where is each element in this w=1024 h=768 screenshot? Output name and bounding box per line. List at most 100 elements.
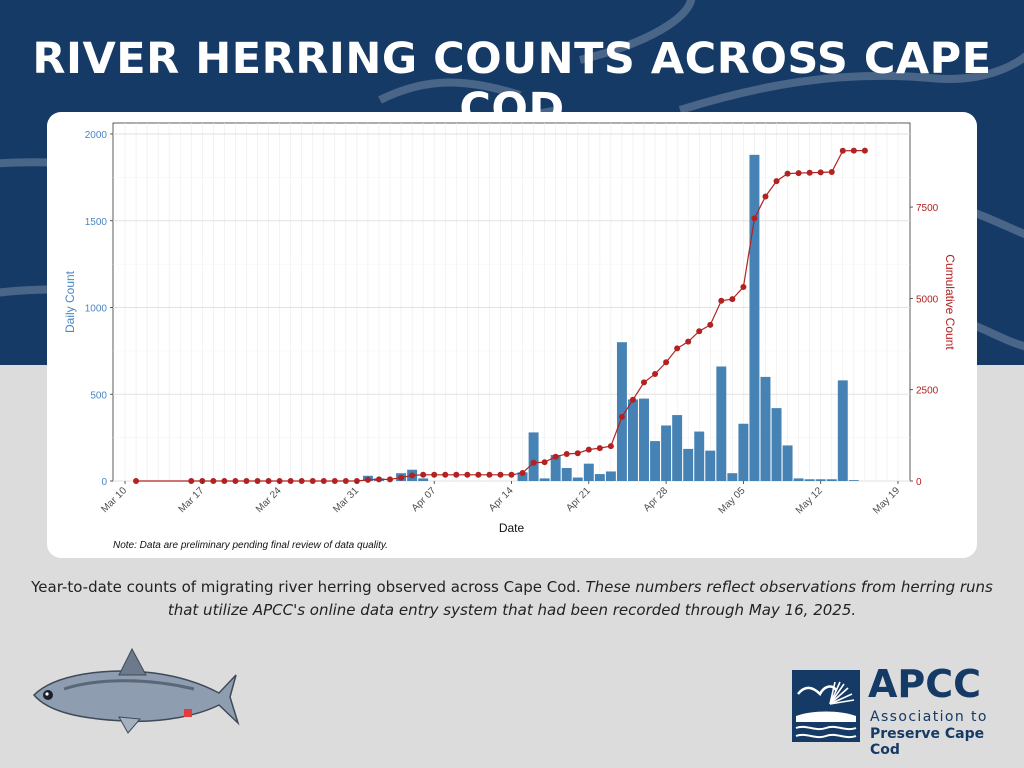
- cumulative-count-point: [674, 345, 681, 352]
- daily-count-bar: [418, 478, 429, 481]
- x-axis-tick-label: May 19: [871, 485, 902, 516]
- cumulative-count-point: [828, 168, 835, 175]
- cumulative-count-point: [519, 469, 526, 476]
- cumulative-count-point: [254, 478, 261, 484]
- right-axis-tick-label: 7500: [916, 203, 939, 214]
- daily-count-bar: [650, 441, 661, 481]
- cumulative-count-point: [652, 370, 659, 377]
- left-axis-tick-label: 1000: [85, 304, 108, 315]
- x-axis-tick-label: Apr 14: [487, 485, 516, 514]
- daily-count-bar: [572, 477, 583, 481]
- cumulative-count-point: [629, 396, 636, 403]
- daily-count-bar: [716, 366, 727, 481]
- cumulative-count-point: [641, 379, 648, 386]
- x-axis-tick-label: Apr 07: [410, 485, 439, 514]
- daily-count-bar: [672, 415, 683, 481]
- apcc-logo: APCC Association to Preserve Cape Cod: [792, 662, 1004, 758]
- daily-count-bar: [605, 471, 616, 481]
- daily-count-bar: [528, 432, 539, 481]
- x-axis-tick-label: Mar 24: [254, 485, 284, 515]
- cumulative-count-point: [464, 471, 471, 478]
- cumulative-count-point: [607, 443, 614, 450]
- caption-regular: Year-to-date counts of migrating river h…: [31, 578, 581, 596]
- cumulative-count-point: [663, 359, 670, 366]
- figure-caption: Year-to-date counts of migrating river h…: [30, 576, 994, 622]
- cumulative-count-point: [497, 471, 504, 478]
- logo-line-1: Association to: [870, 709, 988, 725]
- cumulative-count-point: [508, 471, 515, 478]
- daily-count-bar: [583, 463, 594, 481]
- cumulative-count-point: [486, 471, 493, 478]
- cumulative-count-point: [265, 478, 272, 484]
- right-axis-tick-label: 2500: [916, 386, 939, 397]
- x-axis-tick-label: May 12: [794, 485, 825, 516]
- daily-count-bar: [594, 474, 605, 481]
- cumulative-count-point: [530, 459, 537, 466]
- daily-count-bar: [793, 478, 804, 481]
- cumulative-count-point: [331, 478, 338, 484]
- x-axis-tick-label: Apr 21: [564, 485, 593, 514]
- daily-count-bar: [705, 450, 716, 481]
- cumulative-count-point: [784, 170, 791, 177]
- cumulative-count-point: [839, 147, 846, 154]
- daily-count-bar: [826, 479, 837, 481]
- cumulative-count-point: [795, 170, 802, 177]
- cumulative-count-point: [475, 471, 482, 478]
- logo-abbreviation: APCC: [868, 662, 982, 706]
- chart-card: 0 500 1000 1500 2000 0 2500 5000 7500 Mar 10 Mar 1…: [47, 112, 977, 558]
- cumulative-count-point: [817, 169, 824, 176]
- cumulative-count-point: [596, 445, 603, 452]
- cumulative-count-point: [364, 476, 371, 483]
- herring-chart: 0 500 1000 1500 2000 0 2500 5000 7500 Mar 10 Mar 1…: [63, 122, 957, 535]
- cumulative-count-point: [375, 476, 382, 483]
- left-axis-tick-label: 1500: [85, 217, 108, 228]
- cumulative-count-point: [409, 472, 416, 479]
- left-axis-tick-label: 0: [101, 477, 107, 488]
- cumulative-count-point: [342, 478, 349, 484]
- cumulative-count-point: [585, 446, 592, 453]
- cumulative-count-point: [188, 478, 195, 484]
- cumulative-count-point: [751, 215, 758, 222]
- cumulative-count-point: [298, 478, 305, 484]
- right-axis-tick-label: 5000: [916, 294, 939, 305]
- daily-count-bar: [837, 380, 848, 481]
- cumulative-count-point: [740, 284, 747, 291]
- daily-count-bar: [561, 467, 572, 481]
- daily-count-bar: [539, 478, 550, 481]
- daily-count-bar: [517, 472, 528, 481]
- daily-count-bar: [694, 431, 705, 481]
- data-quality-note: Note: Data are preliminary pending final…: [113, 540, 388, 551]
- cumulative-count-point: [398, 474, 405, 481]
- cumulative-count-point: [861, 147, 868, 154]
- right-axis-tick-label: 0: [916, 477, 922, 488]
- daily-count-bar: [661, 425, 672, 481]
- cumulative-count-point: [762, 193, 769, 200]
- cumulative-count-point: [806, 169, 813, 176]
- cumulative-count-point: [210, 478, 217, 484]
- cumulative-count-point: [541, 459, 548, 466]
- x-axis-tick-label: Mar 10: [99, 485, 129, 515]
- cumulative-count-point: [718, 297, 725, 304]
- cumulative-count-point: [442, 471, 449, 478]
- cumulative-count-point: [287, 478, 294, 484]
- caption-italic: These numbers reflect observations from …: [167, 578, 993, 619]
- cumulative-count-point: [729, 296, 736, 303]
- cumulative-count-point: [563, 450, 570, 457]
- x-axis-tick-label: May 05: [717, 485, 748, 516]
- daily-count-bar: [815, 479, 826, 481]
- cumulative-count-point: [420, 471, 427, 478]
- river-herring-illustration: [32, 647, 240, 734]
- daily-count-bar: [727, 473, 738, 481]
- apcc-logo-mark: [792, 670, 860, 742]
- cumulative-count-point: [221, 478, 228, 484]
- x-axis-tick-label: Mar 31: [331, 485, 361, 515]
- cumulative-count-point: [850, 147, 857, 154]
- daily-count-bar: [804, 479, 815, 481]
- cumulative-count-point: [552, 453, 559, 460]
- cumulative-count-point: [618, 413, 625, 420]
- cumulative-count-point: [574, 450, 581, 457]
- left-axis-tick-label: 2000: [85, 130, 108, 141]
- daily-count-bar: [782, 445, 793, 481]
- cumulative-count-point: [320, 478, 327, 484]
- cumulative-count-point: [685, 338, 692, 345]
